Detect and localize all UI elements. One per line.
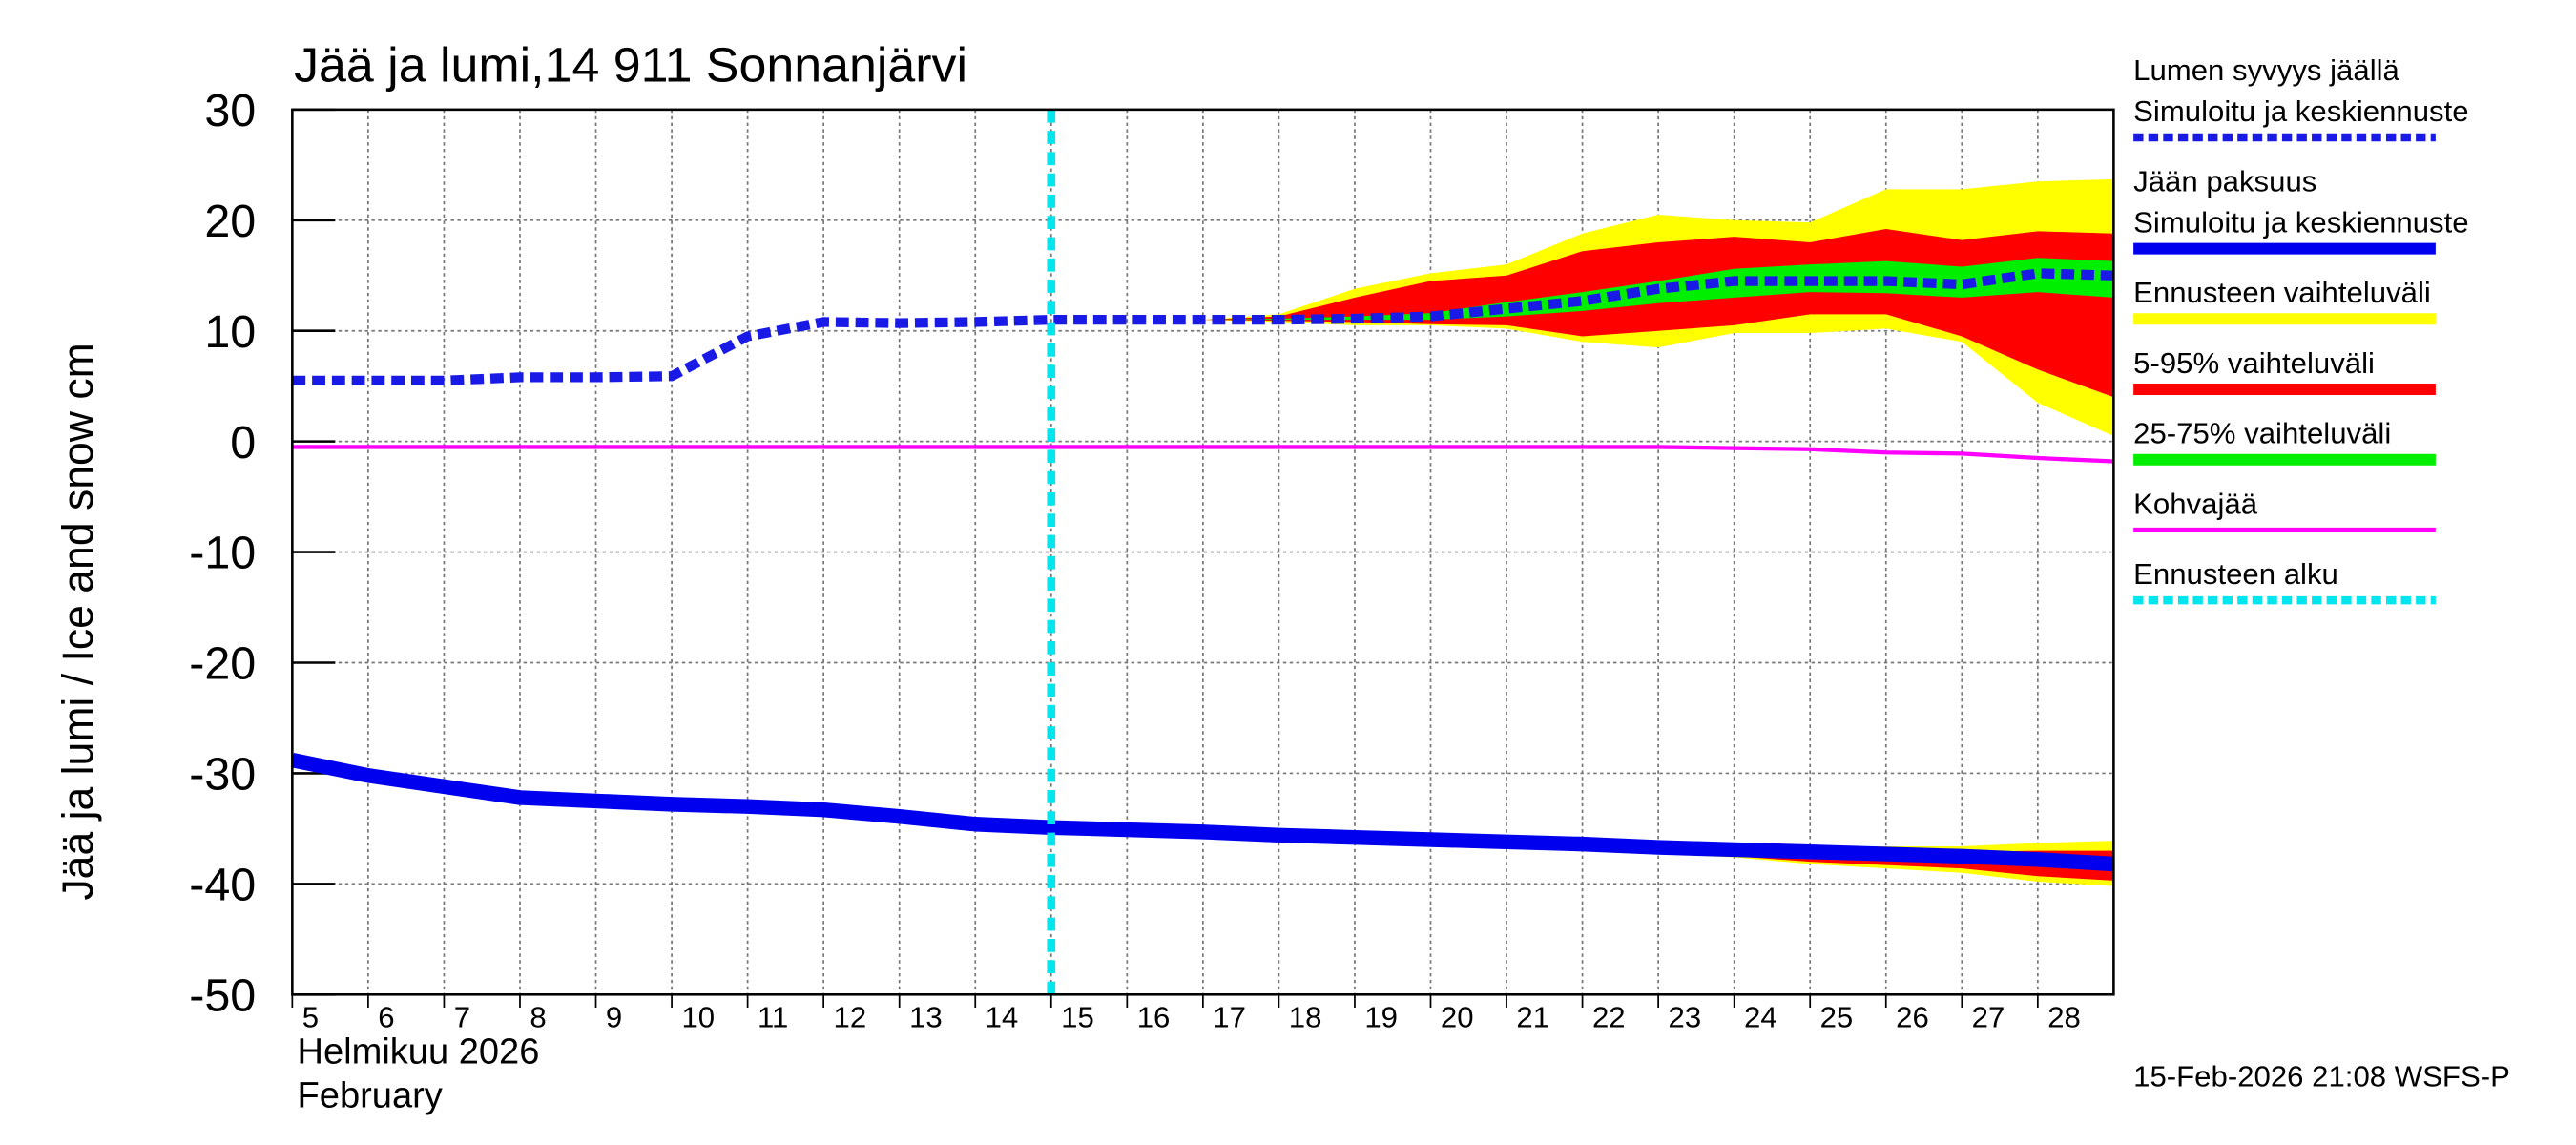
y-tick-label: 10 — [204, 306, 256, 358]
x-tick-label: 12 — [834, 1001, 867, 1034]
x-tick-label: 23 — [1669, 1001, 1702, 1034]
x-tick-label: 18 — [1289, 1001, 1322, 1034]
x-tick-label: 15 — [1061, 1001, 1094, 1034]
x-tick-label: 27 — [1972, 1001, 2005, 1034]
legend-label: Kohvajää — [2133, 487, 2258, 520]
legend-label: Jään paksuus — [2133, 165, 2316, 198]
x-tick-label: 11 — [758, 1001, 788, 1034]
x-tick-label: 19 — [1364, 1001, 1398, 1034]
x-tick-label: 22 — [1592, 1001, 1626, 1034]
x-tick-label: 28 — [2047, 1001, 2081, 1034]
series-line — [292, 268, 2114, 386]
x-tick-label: 13 — [909, 1001, 943, 1034]
x-tick-label: 24 — [1744, 1001, 1777, 1034]
legend-label: Ennusteen vaihteluväli — [2133, 276, 2431, 309]
chart-title: Jää ja lumi,14 911 Sonnanjärvi — [294, 37, 967, 93]
y-tick-label: -30 — [189, 749, 256, 801]
month-label-en: February — [298, 1076, 443, 1116]
y-tick-label: -10 — [189, 528, 256, 579]
month-label: Helmikuu 2026 — [298, 1031, 540, 1072]
legend-label: 25-75% vaihteluväli — [2133, 417, 2391, 450]
x-tick-label: 17 — [1213, 1001, 1246, 1034]
legend-label: Simuloitu ja keskiennuste — [2133, 206, 2468, 239]
x-tick-label: 16 — [1137, 1001, 1171, 1034]
x-tick-label: 6 — [378, 1001, 394, 1034]
y-tick-label: 0 — [230, 417, 256, 468]
x-tick-label: 5 — [302, 1001, 319, 1034]
legend-label: Simuloitu ja keskiennuste — [2133, 94, 2468, 128]
x-tick-label: 25 — [1820, 1001, 1854, 1034]
x-tick-label: 26 — [1896, 1001, 1929, 1034]
x-tick-label: 7 — [454, 1001, 470, 1034]
series-line — [292, 445, 2114, 464]
series-line — [290, 752, 2114, 872]
y-tick-label: -50 — [189, 970, 256, 1022]
x-tick-label: 20 — [1441, 1001, 1474, 1034]
x-tick-label: 14 — [986, 1001, 1019, 1034]
y-axis-label: Jää ja lumi / Ice and snow cm — [54, 343, 102, 900]
x-tick-label: 9 — [606, 1001, 622, 1034]
x-tick-label: 8 — [530, 1001, 546, 1034]
legend-label: Ennusteen alku — [2133, 557, 2338, 591]
plot-frame — [291, 108, 2115, 996]
y-tick-label: -20 — [189, 638, 256, 690]
legend-label: Lumen syvyys jäällä — [2133, 53, 2399, 87]
y-tick-label: 20 — [204, 196, 256, 247]
x-tick-label: 21 — [1516, 1001, 1549, 1034]
legend-label: 5-95% vaihteluväli — [2133, 346, 2375, 380]
y-tick-label: 30 — [204, 85, 256, 136]
footer: 15-Feb-2026 21:08 WSFS-P — [2133, 1059, 2510, 1093]
x-tick-label: 10 — [681, 1001, 715, 1034]
y-tick-label: -40 — [189, 860, 256, 911]
